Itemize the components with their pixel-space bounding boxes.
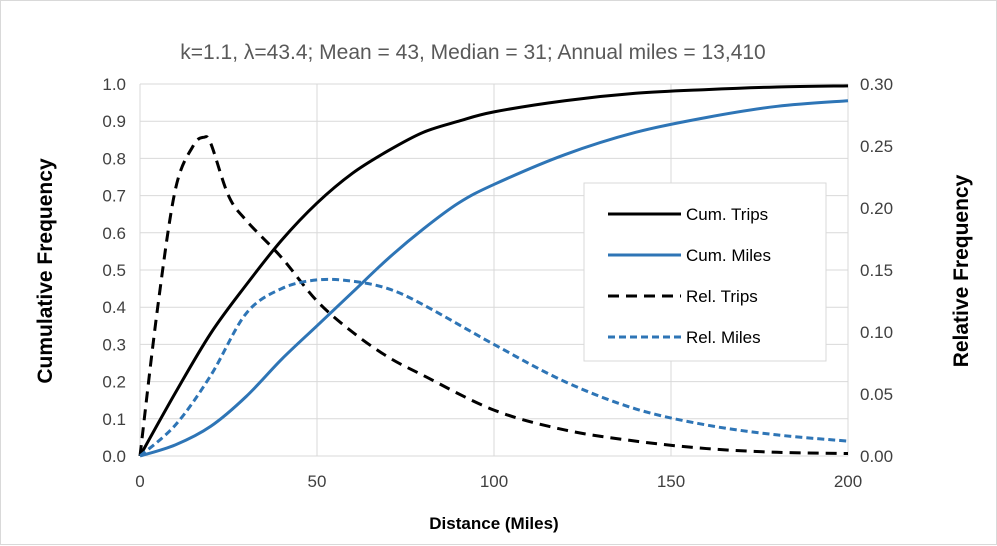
y-left-tick-label: 0.3 — [102, 335, 126, 354]
y-left-tick-label: 1.0 — [102, 75, 126, 94]
legend-label-cum-miles: Cum. Miles — [686, 246, 771, 265]
y-right-tick-label: 0.00 — [860, 447, 893, 466]
series-rel-trips-line — [138, 135, 849, 457]
y-right-tick-label: 0.30 — [860, 75, 893, 94]
y-left-tick-label: 0.6 — [102, 224, 126, 243]
y-left-axis-title: Cumulative Frequency — [34, 158, 57, 384]
y-left-tick-label: 0.1 — [102, 410, 126, 429]
legend: Cum. Trips Cum. Miles Rel. Trips Rel. Miles — [583, 182, 827, 362]
x-tick-label: 50 — [308, 472, 327, 491]
y-left-tick-label: 0.4 — [102, 298, 126, 317]
y-right-tick-label: 0.10 — [860, 323, 893, 342]
legend-label-rel-trips: Rel. Trips — [686, 287, 758, 306]
x-tick-label: 100 — [480, 472, 508, 491]
legend-label-rel-miles: Rel. Miles — [686, 328, 761, 347]
y-left-axis-ticks: 0.0 0.1 0.2 0.3 0.4 0.5 0.6 0.7 0.8 0.9 1.0 — [102, 75, 126, 466]
legend-label-cum-trips: Cum. Trips — [686, 205, 768, 224]
y-right-tick-label: 0.15 — [860, 261, 893, 280]
y-left-tick-label: 0.7 — [102, 187, 126, 206]
y-right-tick-label: 0.25 — [860, 137, 893, 156]
y-left-tick-label: 0.8 — [102, 149, 126, 168]
y-right-axis-title: Relative Frequency — [950, 174, 973, 367]
y-left-tick-label: 0.0 — [102, 447, 126, 466]
series-cum-trips-line — [138, 84, 849, 457]
y-left-tick-label: 0.2 — [102, 373, 126, 392]
y-right-axis-ticks: 0.00 0.05 0.10 0.15 0.20 0.25 0.30 — [860, 75, 893, 466]
series-cum-miles-line — [139, 99, 849, 458]
x-tick-label: 150 — [657, 472, 685, 491]
x-axis-title: Distance (Miles) — [429, 514, 558, 533]
x-axis-ticks: 0 50 100 150 200 — [135, 472, 862, 491]
series-rel-miles-line — [139, 277, 849, 458]
x-tick-label: 0 — [135, 472, 144, 491]
y-right-tick-label: 0.05 — [860, 385, 893, 404]
y-right-tick-label: 0.20 — [860, 199, 893, 218]
x-tick-label: 200 — [834, 472, 862, 491]
y-left-tick-label: 0.5 — [102, 261, 126, 280]
y-left-tick-label: 0.9 — [102, 112, 126, 131]
chart-title: k=1.1, λ=43.4; Mean = 43, Median = 31; A… — [180, 41, 766, 64]
series-lines — [138, 84, 849, 458]
